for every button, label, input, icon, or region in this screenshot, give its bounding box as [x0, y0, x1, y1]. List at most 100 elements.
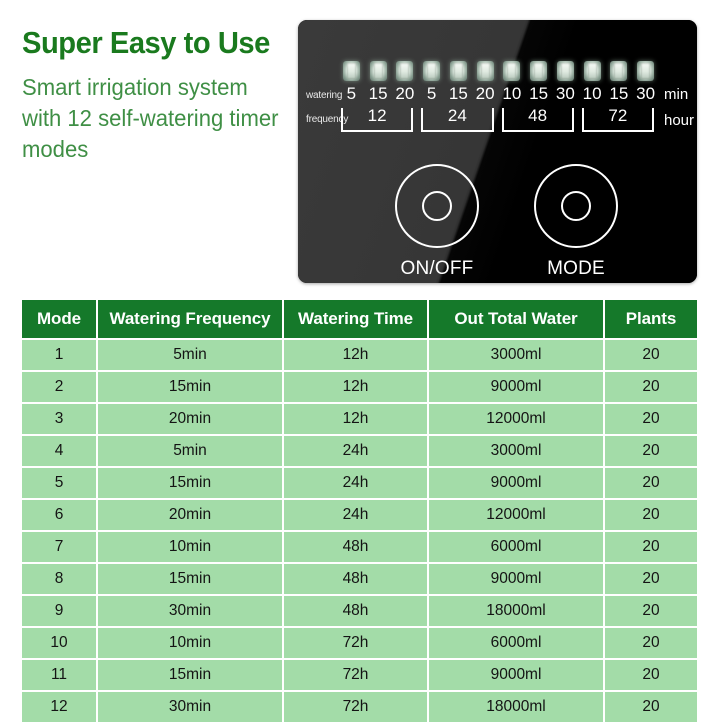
table-cell-0: 6	[22, 500, 98, 532]
watering-minute-value: 5	[346, 84, 357, 103]
table-row: 2 15min 12h 9000ml 20	[22, 372, 697, 404]
table-cell-1: 30min	[98, 596, 284, 628]
table-row: 4 5min 24h 3000ml 20	[22, 436, 697, 468]
table-cell-2: 72h	[284, 628, 429, 660]
table-row: 3 20min 12h 12000ml 20	[22, 404, 697, 436]
frequency-group-bracket: 12	[341, 106, 414, 132]
table-cell-1: 15min	[98, 372, 284, 404]
watering-minute-values: 5 15 20 5 15 20 10 15 30 10 15 30	[338, 84, 659, 104]
table-cell-0: 11	[22, 660, 98, 692]
frequency-label: frequency	[306, 114, 349, 125]
table-cell-1: 15min	[98, 564, 284, 596]
table-cell-0: 5	[22, 468, 98, 500]
table-cell-1: 10min	[98, 628, 284, 660]
table-row: 8 15min 48h 9000ml 20	[22, 564, 697, 596]
power-ring-icon	[422, 191, 452, 221]
led-indicator	[583, 61, 601, 81]
watering-minute-value: 5	[426, 84, 437, 103]
table-row: 10 10min 72h 6000ml 20	[22, 628, 697, 660]
led-indicator	[610, 61, 628, 81]
table-cell-4: 20	[605, 692, 697, 722]
device-control-panel: watering frequency min hour 5 15 20 5 15 20 10…	[298, 20, 697, 283]
watering-label: watering	[306, 90, 343, 101]
on-off-button-caption: ON/OFF	[400, 258, 474, 279]
table-cell-2: 12h	[284, 404, 429, 436]
table-cell-4: 20	[605, 340, 697, 372]
table-cell-3: 3000ml	[429, 340, 605, 372]
table-cell-2: 12h	[284, 372, 429, 404]
frequency-group-bracket: 48	[501, 106, 574, 132]
table-cell-3: 9000ml	[429, 660, 605, 692]
table-cell-4: 20	[605, 532, 697, 564]
table-cell-2: 72h	[284, 660, 429, 692]
table-row: 6 20min 24h 12000ml 20	[22, 500, 697, 532]
watering-minute-value: 20	[475, 84, 495, 103]
table-cell-4: 20	[605, 596, 697, 628]
column-header-2: Watering Time	[284, 300, 429, 340]
table-row: 11 15min 72h 9000ml 20	[22, 660, 697, 692]
table-cell-4: 20	[605, 500, 697, 532]
table-cell-2: 48h	[284, 532, 429, 564]
watering-minute-value: 15	[368, 84, 388, 103]
frequency-group-value: 12	[367, 106, 387, 125]
promo-text-block: Super Easy to Use Smart irrigation syste…	[22, 26, 292, 165]
table-cell-1: 15min	[98, 468, 284, 500]
led-indicator	[396, 61, 414, 81]
table-cell-3: 6000ml	[429, 628, 605, 660]
table-cell-1: 20min	[98, 404, 284, 436]
watering-minute-value: 10	[582, 84, 602, 103]
table-cell-1: 15min	[98, 660, 284, 692]
table-cell-3: 6000ml	[429, 532, 605, 564]
frequency-group-value: 72	[608, 106, 628, 125]
table-cell-4: 20	[605, 628, 697, 660]
led-indicator	[476, 61, 494, 81]
table-row: 1 5min 12h 3000ml 20	[22, 340, 697, 372]
table-cell-1: 30min	[98, 692, 284, 722]
table-cell-4: 20	[605, 468, 697, 500]
frequency-group-bracket: 24	[421, 106, 494, 132]
table-cell-2: 12h	[284, 340, 429, 372]
watering-minute-value: 20	[395, 84, 415, 103]
table-header-row: Mode Watering Frequency Watering Time Out T…	[22, 300, 697, 340]
watering-minute-value: 30	[636, 84, 656, 103]
table-cell-3: 12000ml	[429, 404, 605, 436]
table-cell-3: 12000ml	[429, 500, 605, 532]
table-cell-4: 20	[605, 660, 697, 692]
led-indicator	[423, 61, 441, 81]
table-cell-0: 7	[22, 532, 98, 564]
hours-unit-label: hour	[664, 112, 695, 129]
table-cell-0: 2	[22, 372, 98, 404]
table-cell-4: 20	[605, 372, 697, 404]
watering-minute-value: 15	[529, 84, 549, 103]
watering-minute-value: 15	[448, 84, 468, 103]
table-cell-1: 5min	[98, 436, 284, 468]
table-cell-0: 10	[22, 628, 98, 660]
table-cell-3: 9000ml	[429, 372, 605, 404]
led-indicator	[369, 61, 387, 81]
table-cell-0: 4	[22, 436, 98, 468]
mode-button[interactable]	[534, 164, 618, 248]
table-cell-0: 12	[22, 692, 98, 722]
mode-specification-table: Mode Watering Frequency Watering Time Out T…	[22, 300, 697, 722]
frequency-group-value: 48	[528, 106, 548, 125]
table-cell-4: 20	[605, 436, 697, 468]
on-off-button[interactable]	[395, 164, 479, 248]
led-indicator-row	[338, 61, 659, 83]
column-header-0: Mode	[22, 300, 98, 340]
watering-minute-value: 10	[502, 84, 522, 103]
watering-minute-value: 30	[555, 84, 575, 103]
column-header-3: Out Total Water	[429, 300, 605, 340]
led-indicator	[342, 61, 360, 81]
table-cell-4: 20	[605, 564, 697, 596]
table-body: 1 5min 12h 3000ml 20 2 15min 12h 9000ml 20 3 20min 1…	[22, 340, 697, 722]
mode-ring-icon	[561, 191, 591, 221]
table-cell-4: 20	[605, 404, 697, 436]
table-cell-2: 48h	[284, 596, 429, 628]
table-row: 7 10min 48h 6000ml 20	[22, 532, 697, 564]
table-row: 12 30min 72h 18000ml 20	[22, 692, 697, 722]
table-cell-2: 24h	[284, 468, 429, 500]
table-cell-0: 3	[22, 404, 98, 436]
table-cell-0: 1	[22, 340, 98, 372]
table-cell-1: 10min	[98, 532, 284, 564]
watering-minute-value: 15	[609, 84, 629, 103]
